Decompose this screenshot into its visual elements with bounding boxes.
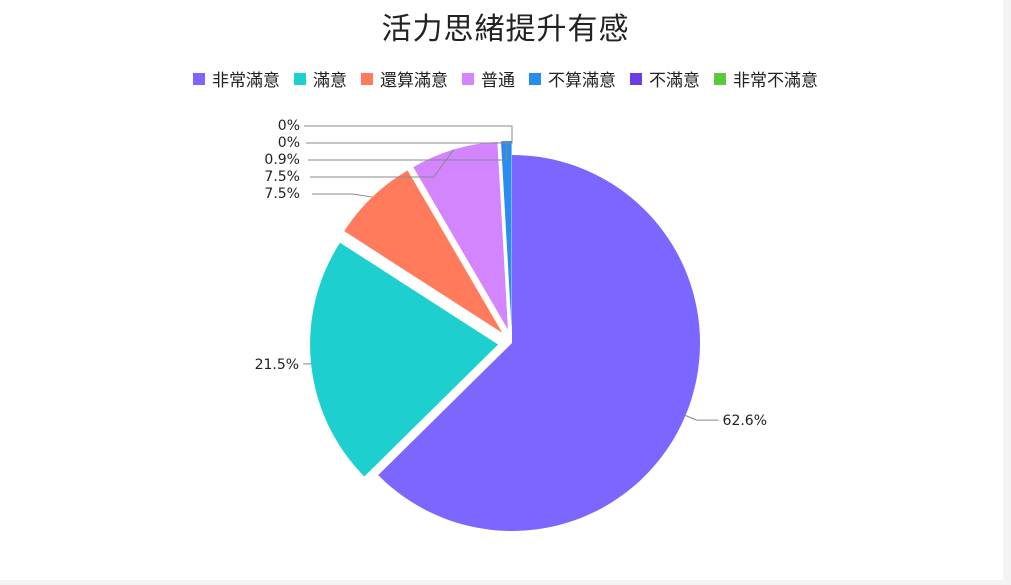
- chart-title: 活力思緒提升有感: [381, 12, 630, 47]
- legend-label: 滿意: [313, 71, 347, 91]
- legend-label: 還算滿意: [380, 71, 448, 91]
- legend-label: 非常不滿意: [733, 71, 818, 91]
- leader-line: [306, 141, 513, 144]
- data-label: 7.5%: [264, 186, 300, 202]
- legend-swatch: [714, 72, 726, 85]
- legend-item[interactable]: 還算滿意: [361, 66, 448, 91]
- pie-slice[interactable]: [413, 141, 508, 330]
- legend-item[interactable]: 非常滿意: [193, 66, 280, 91]
- legend-swatch: [294, 72, 306, 85]
- data-label: 21.5%: [255, 357, 299, 373]
- pie-slice[interactable]: [310, 242, 499, 477]
- leader-line: [685, 415, 719, 421]
- legend-item[interactable]: 普通: [462, 66, 515, 91]
- legend-item[interactable]: 非常不滿意: [714, 66, 818, 91]
- data-label: 0%: [278, 118, 300, 134]
- data-label: 0%: [278, 135, 300, 151]
- legend-label: 普通: [481, 71, 515, 91]
- legend-item[interactable]: 滿意: [294, 66, 347, 91]
- leader-line: [308, 141, 507, 161]
- legend-swatch: [361, 72, 373, 85]
- legend-label: 非常滿意: [212, 71, 280, 91]
- legend-label: 不滿意: [649, 71, 700, 91]
- leader-line: [304, 125, 513, 141]
- legend-swatch: [462, 72, 474, 85]
- legend-item[interactable]: 不算滿意: [529, 66, 616, 91]
- page-edge-right: [1003, 0, 1011, 585]
- legend-swatch: [193, 72, 205, 85]
- leader-line: [312, 193, 373, 198]
- legend-item[interactable]: 不滿意: [630, 66, 700, 91]
- chart-legend: 非常滿意 滿意 還算滿意 普通 不算滿意 不滿意 非常不滿意: [0, 66, 1011, 91]
- data-label: 62.6%: [723, 413, 767, 429]
- data-label: 7.5%: [264, 169, 300, 185]
- data-label: 0.9%: [264, 152, 300, 168]
- page-edge-bottom: [0, 580, 1011, 585]
- legend-swatch: [529, 72, 541, 85]
- pie-slice[interactable]: [500, 141, 512, 330]
- leader-line: [310, 149, 455, 178]
- pie-slice[interactable]: [378, 155, 700, 531]
- pie-slice[interactable]: [344, 170, 503, 333]
- legend-label: 不算滿意: [548, 71, 616, 91]
- legend-swatch: [630, 72, 642, 85]
